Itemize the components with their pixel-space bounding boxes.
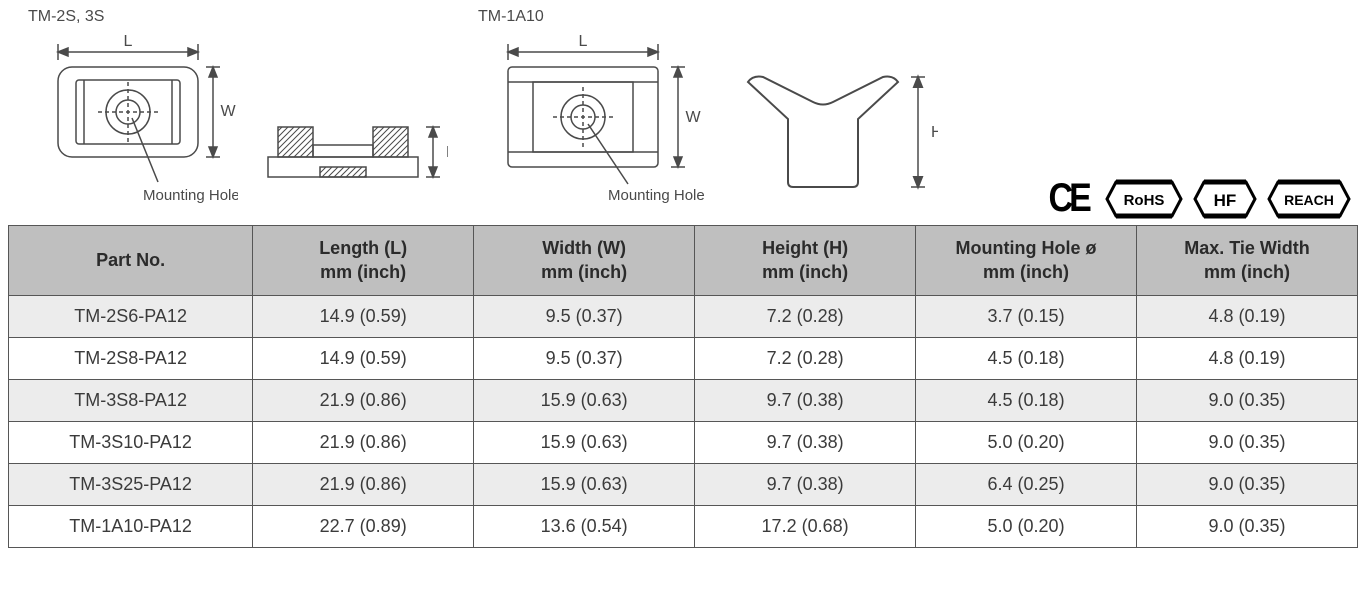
table-row: TM-3S25-PA1221.9 (0.86)15.9 (0.63)9.7 (0… <box>9 463 1358 505</box>
dim-L-text: L <box>124 33 133 50</box>
dim-W-text: W <box>220 103 236 120</box>
cell-value: 7.2 (0.28) <box>695 337 916 379</box>
compliance-badges: C E RoHS HF REACH <box>1045 176 1352 221</box>
cell-value: 14.9 (0.59) <box>253 295 474 337</box>
cell-value: 9.0 (0.35) <box>1137 505 1358 547</box>
diagram-tm1a10-side: H <box>728 47 938 207</box>
cell-part-no: TM-2S8-PA12 <box>9 337 253 379</box>
cell-part-no: TM-3S8-PA12 <box>9 379 253 421</box>
hf-badge-icon: HF <box>1192 179 1258 219</box>
cell-value: 9.0 (0.35) <box>1137 379 1358 421</box>
cell-value: 7.2 (0.28) <box>695 295 916 337</box>
diagram-group-tm2s3s: TM-2S, 3S L <box>28 8 448 207</box>
diagram-group-tm1a10: TM-1A10 L <box>478 8 938 207</box>
spec-table: Part No.Length (L)mm (inch)Width (W)mm (… <box>8 225 1358 548</box>
cell-value: 9.7 (0.38) <box>695 421 916 463</box>
diagram-tm2s-side: H <box>258 67 448 207</box>
diagram-label-right: TM-1A10 <box>478 8 938 26</box>
cell-part-no: TM-3S25-PA12 <box>9 463 253 505</box>
diagram-row: TM-2S, 3S L <box>8 8 1362 217</box>
table-row: TM-2S6-PA1214.9 (0.59)9.5 (0.37)7.2 (0.2… <box>9 295 1358 337</box>
diagram-tm2s-top: L <box>28 32 238 207</box>
cell-value: 4.8 (0.19) <box>1137 337 1358 379</box>
mounting-hole-label-1: Mounting Hole Ø <box>143 187 238 204</box>
cell-value: 9.7 (0.38) <box>695 463 916 505</box>
cell-value: 13.6 (0.54) <box>474 505 695 547</box>
cell-part-no: TM-2S6-PA12 <box>9 295 253 337</box>
cell-value: 5.0 (0.20) <box>916 421 1137 463</box>
svg-text:L: L <box>579 33 588 50</box>
cell-value: 14.9 (0.59) <box>253 337 474 379</box>
col-part-no: Part No. <box>9 226 253 296</box>
cell-value: 21.9 (0.86) <box>253 379 474 421</box>
col-dim-1: Length (L)mm (inch) <box>253 226 474 296</box>
col-dim-4: Mounting Hole ømm (inch) <box>916 226 1137 296</box>
cell-value: 21.9 (0.86) <box>253 463 474 505</box>
table-row: TM-3S8-PA1221.9 (0.86)15.9 (0.63)9.7 (0.… <box>9 379 1358 421</box>
mounting-hole-label-2: Mounting Hole Ø <box>608 187 708 204</box>
spec-table-body: TM-2S6-PA1214.9 (0.59)9.5 (0.37)7.2 (0.2… <box>9 295 1358 547</box>
cell-value: 3.7 (0.15) <box>916 295 1137 337</box>
table-row: TM-3S10-PA1221.9 (0.86)15.9 (0.63)9.7 (0… <box>9 421 1358 463</box>
reach-badge-icon: REACH <box>1266 179 1352 219</box>
cell-part-no: TM-1A10-PA12 <box>9 505 253 547</box>
cell-value: 4.8 (0.19) <box>1137 295 1358 337</box>
cell-value: 9.0 (0.35) <box>1137 463 1358 505</box>
cell-value: 17.2 (0.68) <box>695 505 916 547</box>
cell-value: 22.7 (0.89) <box>253 505 474 547</box>
cell-value: 4.5 (0.18) <box>916 379 1137 421</box>
svg-text:RoHS: RoHS <box>1124 192 1165 209</box>
col-dim-2: Width (W)mm (inch) <box>474 226 695 296</box>
cell-value: 9.0 (0.35) <box>1137 421 1358 463</box>
cell-value: 15.9 (0.63) <box>474 421 695 463</box>
cell-part-no: TM-3S10-PA12 <box>9 421 253 463</box>
cell-value: 9.5 (0.37) <box>474 295 695 337</box>
diagram-label-left: TM-2S, 3S <box>28 8 448 26</box>
diagram-tm1a10-top: L <box>478 32 708 207</box>
cell-value: 6.4 (0.25) <box>916 463 1137 505</box>
cell-value: 4.5 (0.18) <box>916 337 1137 379</box>
cell-value: 15.9 (0.63) <box>474 463 695 505</box>
cell-value: 9.7 (0.38) <box>695 379 916 421</box>
svg-text:REACH: REACH <box>1284 192 1334 208</box>
cell-value: 21.9 (0.86) <box>253 421 474 463</box>
ce-mark-icon: C E <box>1049 176 1089 221</box>
cell-value: 5.0 (0.20) <box>916 505 1137 547</box>
col-dim-5: Max. Tie Widthmm (inch) <box>1137 226 1358 296</box>
cell-value: 9.5 (0.37) <box>474 337 695 379</box>
rohs-badge-icon: RoHS <box>1104 179 1184 219</box>
table-row: TM-2S8-PA1214.9 (0.59)9.5 (0.37)7.2 (0.2… <box>9 337 1358 379</box>
dim-H-text-2: H <box>931 124 938 141</box>
svg-text:W: W <box>685 109 701 126</box>
spec-table-head: Part No.Length (L)mm (inch)Width (W)mm (… <box>9 226 1358 296</box>
dim-H-text-1: H <box>446 144 448 161</box>
cell-value: 15.9 (0.63) <box>474 379 695 421</box>
svg-text:HF: HF <box>1214 191 1237 210</box>
col-dim-3: Height (H)mm (inch) <box>695 226 916 296</box>
table-row: TM-1A10-PA1222.7 (0.89)13.6 (0.54)17.2 (… <box>9 505 1358 547</box>
